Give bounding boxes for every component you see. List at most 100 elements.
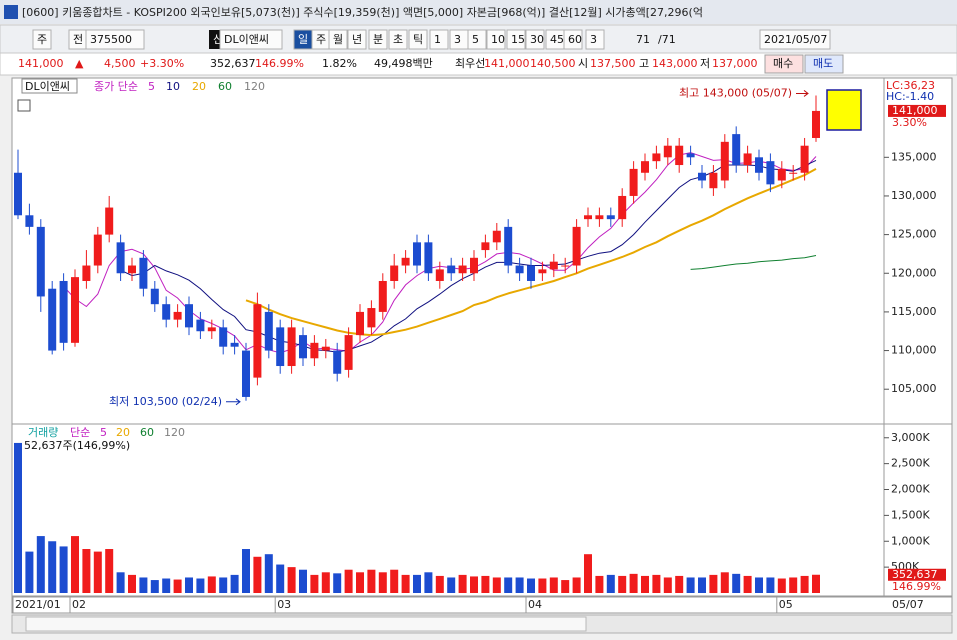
volume-bar <box>732 573 741 593</box>
y-tick-label: 2,500K <box>891 457 930 470</box>
candle-body <box>196 319 205 332</box>
toolbar-button[interactable] <box>429 29 449 50</box>
volume-bar <box>766 577 775 593</box>
change-tag: 3.30% <box>892 116 927 129</box>
candle-body <box>150 288 159 305</box>
candle-body <box>527 265 535 281</box>
toolbar-text[interactable]: 15 <box>511 33 525 46</box>
toolbar-button[interactable] <box>328 29 348 50</box>
toolbar-button[interactable] <box>347 29 367 50</box>
volume-bar <box>321 572 330 593</box>
order-button[interactable] <box>764 54 804 74</box>
toolbar-text[interactable]: 3 <box>454 33 461 46</box>
volume-bar <box>561 580 570 593</box>
toolbar-text[interactable]: 45 <box>550 33 564 46</box>
candle-body <box>139 257 148 289</box>
volume-bar <box>595 575 604 593</box>
volume-bar <box>71 536 79 593</box>
toolbar-text[interactable]: 375500 <box>90 33 132 46</box>
toolbar-button[interactable] <box>368 29 388 50</box>
volume-legend-entry: 5 <box>100 426 107 439</box>
candle-body <box>242 350 250 397</box>
volume-bar <box>59 546 68 593</box>
candle-body <box>606 215 615 220</box>
candle-body <box>25 215 34 227</box>
quote-text: 141,000 <box>18 57 64 70</box>
toolbar-text[interactable]: 전 <box>73 33 83 46</box>
toolbar-2 <box>0 52 957 76</box>
toolbar-text[interactable]: 1 <box>434 33 441 46</box>
candle-body <box>515 265 524 274</box>
candle-body <box>356 311 364 336</box>
toolbar-text[interactable]: 주 <box>37 33 47 46</box>
quote-text: 4,500 <box>104 57 136 70</box>
table-icon[interactable] <box>17 99 31 112</box>
toolbar-text[interactable]: 분 <box>373 33 383 46</box>
volume-bar <box>299 569 307 593</box>
volume-bar <box>276 564 285 593</box>
candle-body <box>652 153 661 162</box>
quote-text: ▲ <box>75 57 84 70</box>
y-tick-label: 1,500K <box>891 508 930 521</box>
toolbar-button[interactable] <box>467 29 487 50</box>
toolbar-button[interactable] <box>506 29 526 50</box>
toolbar-text[interactable]: 60 <box>568 33 582 46</box>
volume-bar <box>105 549 114 593</box>
volume-bar <box>538 578 547 593</box>
candle-body <box>789 172 798 174</box>
toolbar-button[interactable] <box>585 29 605 50</box>
quote-text: 최우선 <box>455 57 485 70</box>
legend-entry: 20 <box>192 80 206 93</box>
volume-bar <box>230 574 239 593</box>
legend-entry: 5 <box>148 80 155 93</box>
toolbar-button[interactable] <box>563 29 583 50</box>
volume-bar <box>492 577 501 593</box>
volume-legend-entry: 120 <box>164 426 185 439</box>
toolbar-button[interactable] <box>486 29 506 50</box>
order-button[interactable] <box>804 54 844 74</box>
toolbar-text[interactable]: 10 <box>491 33 505 46</box>
toolbar-button[interactable] <box>85 29 145 50</box>
toolbar-text[interactable]: 71 <box>636 33 650 46</box>
volume-legend-title: 단순 <box>70 426 90 439</box>
candle-body <box>36 226 45 297</box>
legend-entry: 60 <box>218 80 232 93</box>
toolbar-text[interactable]: 초 <box>393 33 403 46</box>
candle-body <box>663 145 672 158</box>
candle-body <box>128 265 136 274</box>
toolbar-text[interactable]: 년 <box>352 33 362 46</box>
toolbar-text[interactable]: 30 <box>530 33 544 46</box>
candle-body <box>812 110 820 138</box>
toolbar-text[interactable]: /71 <box>658 33 676 46</box>
candle-body <box>401 257 410 266</box>
volume-bar <box>618 575 627 593</box>
toolbar-text[interactable]: 틱 <box>413 33 423 46</box>
volume-info: 52,637주(146,99%) <box>24 439 130 452</box>
toolbar-button[interactable] <box>32 29 52 50</box>
candle-body <box>116 242 125 274</box>
volume-bar <box>663 577 672 593</box>
toolbar-text[interactable]: DL이앤씨 <box>224 33 269 46</box>
toolbar-button[interactable] <box>525 29 545 50</box>
volume-bar <box>253 556 262 593</box>
toolbar-text[interactable]: 신 <box>213 33 223 46</box>
volume-bar <box>82 549 91 593</box>
toolbar-text[interactable]: 일 <box>298 32 308 46</box>
volume-bar <box>641 575 649 593</box>
toolbar-text[interactable]: 3 <box>590 33 597 46</box>
volume-bar <box>447 577 456 593</box>
toolbar-button[interactable] <box>219 29 283 50</box>
toolbar-button[interactable] <box>759 29 831 50</box>
toolbar-text[interactable]: 2021/05/07 <box>764 33 827 46</box>
toolbar-text[interactable]: 5 <box>472 33 479 46</box>
scroll-thumb[interactable] <box>25 616 587 632</box>
candle-body <box>14 172 22 216</box>
low-annotation: 최저 103,500 (02/24) <box>109 395 222 408</box>
toolbar-button[interactable] <box>408 29 428 50</box>
toolbar-text[interactable]: 월 <box>333 33 343 46</box>
volume-bar <box>207 576 216 593</box>
candle-body <box>549 261 558 270</box>
y-tick-label: 125,000 <box>891 228 937 241</box>
toolbar-button[interactable] <box>388 29 408 50</box>
toolbar-text[interactable]: 주 <box>316 33 326 46</box>
